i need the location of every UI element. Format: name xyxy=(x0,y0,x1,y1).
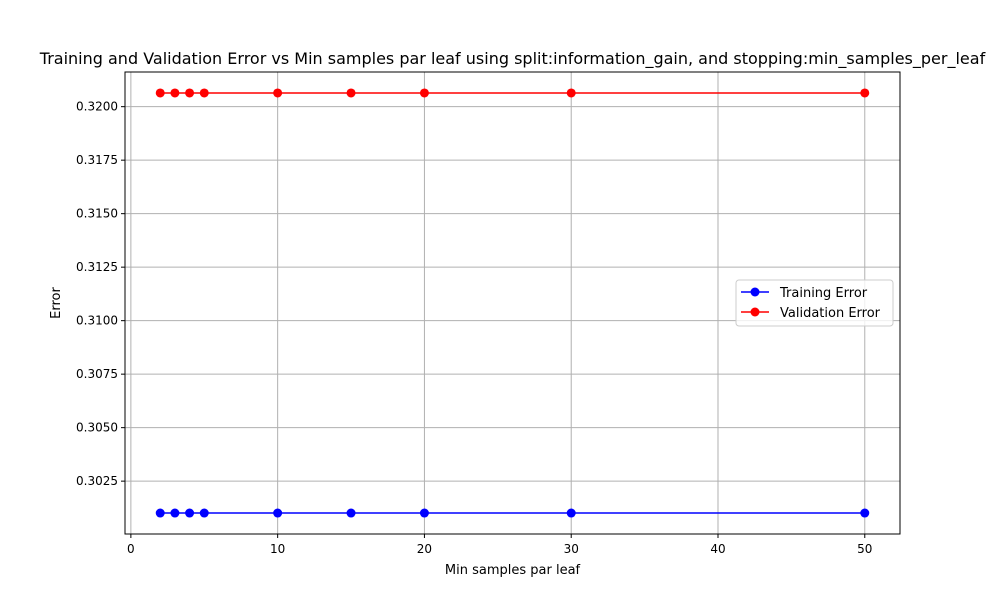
data-point-0 xyxy=(155,508,165,518)
data-point-1 xyxy=(199,88,209,98)
data-point-0 xyxy=(170,508,180,518)
data-point-0 xyxy=(419,508,429,518)
y-tick-label: 0.3150 xyxy=(76,207,118,221)
legend-item-training-error: Training Error xyxy=(741,286,868,301)
x-tick-label: 30 xyxy=(564,542,579,556)
x-axis-label: Min samples par leaf xyxy=(445,563,581,578)
legend-marker-training xyxy=(750,287,760,297)
x-tick-label: 0 xyxy=(127,542,135,556)
data-point-0 xyxy=(273,508,283,518)
y-axis: 0.3025 0.3050 0.3075 0.3100 0.3125 0.3150 0.31… xyxy=(76,100,125,488)
y-tick-label: 0.3175 xyxy=(76,153,118,167)
legend-marker-validation xyxy=(750,307,760,317)
x-tick-label: 10 xyxy=(270,542,285,556)
data-point-1 xyxy=(860,88,870,98)
legend-label-validation: Validation Error xyxy=(780,306,881,321)
chart-title: Training and Validation Error vs Min sam… xyxy=(39,49,986,69)
series xyxy=(155,88,870,518)
y-axis-label: Error xyxy=(49,287,64,319)
data-point-1 xyxy=(185,88,195,98)
y-tick-label: 0.3100 xyxy=(76,314,118,328)
legend-label-training: Training Error xyxy=(779,286,868,301)
data-point-0 xyxy=(185,508,195,518)
x-tick-label: 40 xyxy=(710,542,725,556)
data-point-1 xyxy=(273,88,283,98)
data-point-0 xyxy=(346,508,356,518)
y-tick-label: 0.3050 xyxy=(76,421,118,435)
data-point-0 xyxy=(199,508,209,518)
data-point-1 xyxy=(419,88,429,98)
x-tick-label: 20 xyxy=(417,542,432,556)
y-tick-label: 0.3125 xyxy=(76,260,118,274)
x-axis: 0 10 20 30 40 50 xyxy=(127,534,872,556)
plot-frame xyxy=(124,71,901,535)
data-point-0 xyxy=(860,508,870,518)
y-tick-label: 0.3200 xyxy=(76,100,118,114)
data-point-1 xyxy=(566,88,576,98)
data-point-0 xyxy=(566,508,576,518)
legend-frame xyxy=(735,279,894,327)
x-tick-label: 50 xyxy=(857,542,872,556)
y-tick-label: 0.3025 xyxy=(76,474,118,488)
data-point-1 xyxy=(170,88,180,98)
legend: Training Error Validation Error xyxy=(735,279,894,327)
legend-item-validation-error: Validation Error xyxy=(741,306,881,321)
data-point-1 xyxy=(155,88,165,98)
y-tick-label: 0.3075 xyxy=(76,367,118,381)
data-point-1 xyxy=(346,88,356,98)
